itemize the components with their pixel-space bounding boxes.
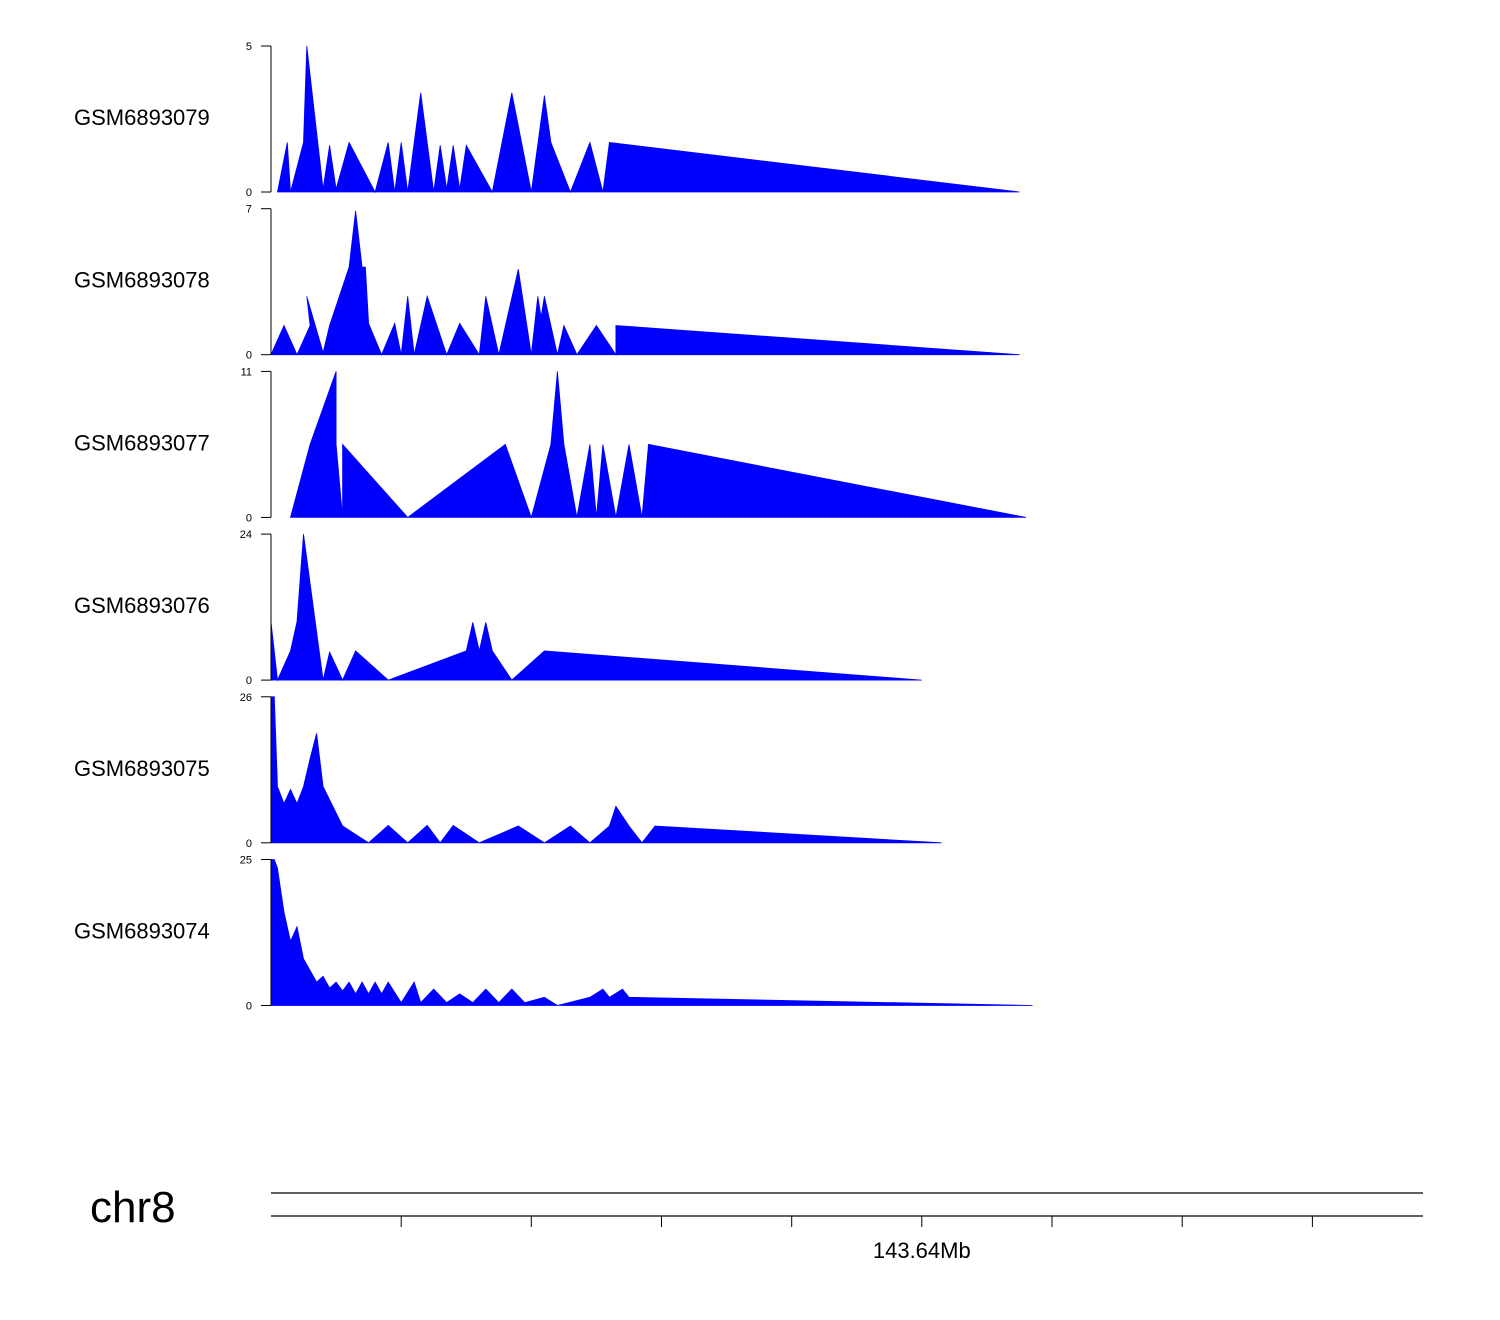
y-tick-label-max: 26 [240,692,252,704]
y-tick-label-min: 0 [246,675,252,687]
chromosome-label: chr8 [90,1183,176,1232]
coverage-area [270,696,942,844]
track-GSM6893075: 26 0 GSM6893075 [74,692,942,850]
track-GSM6893074: 25 0 GSM6893074 [74,855,1033,1013]
coverage-area [270,859,1033,1006]
chromosome-axis: chr8 143.64Mb143.65Mb [90,1183,1423,1263]
coverage-area [289,371,1027,519]
y-tick-label-max: 7 [246,204,252,216]
track-GSM6893076: 24 0 GSM6893076 [74,529,922,687]
track-GSM6893079: 5 0 GSM6893079 [74,41,1020,199]
track-GSM6893078: 7 0 GSM6893078 [74,204,1020,362]
y-tick-label-min: 0 [246,350,252,362]
y-tick-label-max: 11 [241,366,252,378]
track-GSM6893077: 11 0 GSM6893077 [74,366,1027,524]
coverage-area [270,534,922,682]
track-label: GSM6893078 [74,268,210,293]
axis-ticks [400,1216,1313,1227]
y-tick-label-min: 0 [246,838,252,850]
y-tick-label-max: 25 [240,855,252,867]
y-tick-label-max: 24 [240,529,252,541]
y-tick-label-max: 5 [246,41,252,53]
tracks-group: 5 0 GSM6893079 7 0 GSM6893078 11 0 GSM6893077 24 0… [74,41,1033,1013]
axis-tick-labels: 143.64Mb143.65Mb [873,1238,971,1263]
coverage-area [277,45,1020,194]
x-tick-label: 143.64Mb [873,1238,971,1263]
track-label: GSM6893075 [74,756,210,781]
track-label: GSM6893074 [74,919,210,944]
coverage-area [270,210,1020,357]
track-label: GSM6893076 [74,593,210,618]
track-label: GSM6893077 [74,430,210,455]
y-tick-label-min: 0 [246,1001,252,1013]
y-tick-label-min: 0 [246,187,252,199]
track-label: GSM6893079 [74,105,210,130]
y-tick-label-min: 0 [246,512,252,524]
